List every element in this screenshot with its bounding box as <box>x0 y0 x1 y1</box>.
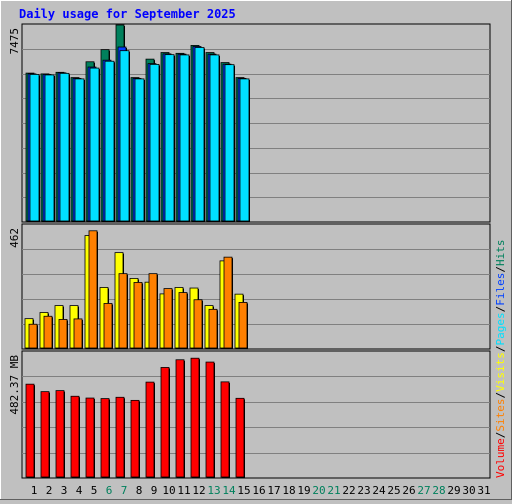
x-tick-label-day-30: 30 <box>462 484 475 497</box>
pages-bar <box>179 54 190 222</box>
pages-bar <box>104 60 115 222</box>
pages-bar <box>224 64 235 222</box>
legend-entry: Sites <box>494 399 507 432</box>
volume-bar <box>205 361 215 478</box>
x-tick-label-day-28: 28 <box>432 484 445 497</box>
x-tick-label-day-9: 9 <box>151 484 158 497</box>
x-tick-label-day-16: 16 <box>252 484 265 497</box>
x-tick-label-day-27: 27 <box>417 484 430 497</box>
x-tick-label-day-8: 8 <box>136 484 143 497</box>
volume-bar <box>115 396 125 478</box>
legend-entry: / <box>494 346 507 353</box>
legend-entry: / <box>494 392 507 399</box>
pages-bar <box>134 78 145 222</box>
x-tick-label-day-10: 10 <box>162 484 175 497</box>
legend-entry: Hits <box>494 240 507 267</box>
sites-bar <box>88 230 98 349</box>
legend-entry: Pages <box>494 312 507 345</box>
pages-bar <box>29 74 40 222</box>
sites-bar <box>193 299 203 349</box>
x-tick-label-day-5: 5 <box>91 484 98 497</box>
volume-bar <box>25 383 35 478</box>
x-tick-label-day-18: 18 <box>282 484 295 497</box>
pages-bar <box>59 72 70 222</box>
chart-title: Daily usage for September 2025 <box>19 7 236 21</box>
x-tick-label-day-21: 21 <box>327 484 340 497</box>
x-tick-label-day-29: 29 <box>447 484 460 497</box>
y-axis-max-label: 7475 <box>8 28 21 55</box>
x-tick-label-day-14: 14 <box>222 484 236 497</box>
pages-bar <box>44 74 55 222</box>
y-axis-max-label: 462 <box>8 228 21 248</box>
pages-bar <box>149 64 160 222</box>
sites-bar <box>178 292 188 349</box>
volume-bar <box>160 367 170 478</box>
volume-bar <box>235 397 245 478</box>
x-tick-label-day-25: 25 <box>387 484 400 497</box>
x-tick-label-day-3: 3 <box>61 484 68 497</box>
sites-bar <box>58 319 68 349</box>
pages-bar <box>89 67 100 222</box>
legend: Volume/Sites/Visits/Pages/Files/Hits <box>494 240 507 479</box>
pages-bar <box>164 54 175 222</box>
x-tick-label-day-11: 11 <box>177 484 190 497</box>
volume-bar <box>220 381 230 478</box>
x-tick-label-day-6: 6 <box>106 484 113 497</box>
volume-bar <box>145 381 155 478</box>
legend-entry: Files <box>494 273 507 306</box>
legend-entry: / <box>494 306 507 313</box>
legend-entry: Volume <box>494 438 507 478</box>
x-tick-label-day-15: 15 <box>237 484 250 497</box>
x-tick-label-day-17: 17 <box>267 484 280 497</box>
volume-bar <box>130 399 140 478</box>
volume-bar <box>100 398 110 478</box>
legend-entry: / <box>494 266 507 273</box>
x-tick-label-day-1: 1 <box>31 484 38 497</box>
sites-bar <box>103 303 113 349</box>
volume-bar <box>175 359 185 478</box>
sites-bar <box>238 302 248 349</box>
x-tick-label-day-26: 26 <box>402 484 415 497</box>
x-tick-label-day-31: 31 <box>477 484 490 497</box>
sites-bar <box>118 273 128 349</box>
pages-bar <box>194 47 205 222</box>
x-tick-label-day-7: 7 <box>121 484 128 497</box>
panel-volume <box>21 350 491 479</box>
legend-entry: Visits <box>494 352 507 392</box>
sites-bar <box>28 323 38 349</box>
x-tick-label-day-23: 23 <box>357 484 370 497</box>
pages-bar <box>239 78 250 222</box>
sites-bar <box>43 315 53 349</box>
pages-bar <box>74 78 85 222</box>
x-tick-label-day-19: 19 <box>297 484 310 497</box>
x-tick-label-day-24: 24 <box>372 484 386 497</box>
x-tick-label-day-2: 2 <box>46 484 53 497</box>
volume-bar <box>55 390 65 478</box>
pages-bar <box>209 54 220 222</box>
volume-bar <box>190 357 200 478</box>
sites-bar <box>163 288 173 349</box>
legend-entry: / <box>494 432 507 439</box>
volume-bar <box>85 397 95 478</box>
y-axis-max-label: 482.37 MB <box>8 355 21 415</box>
x-tick-label-day-20: 20 <box>312 484 325 497</box>
volume-bar <box>70 395 80 478</box>
pages-bar <box>119 50 130 222</box>
x-tick-label-day-4: 4 <box>76 484 83 497</box>
sites-bar <box>73 318 83 349</box>
sites-bar <box>133 282 143 349</box>
sites-bar <box>148 273 158 349</box>
sites-bar <box>223 256 233 349</box>
volume-bar <box>40 391 50 478</box>
x-tick-label-day-12: 12 <box>192 484 205 497</box>
x-tick-label-day-13: 13 <box>207 484 220 497</box>
x-tick-label-day-22: 22 <box>342 484 355 497</box>
sites-bar <box>208 308 218 349</box>
